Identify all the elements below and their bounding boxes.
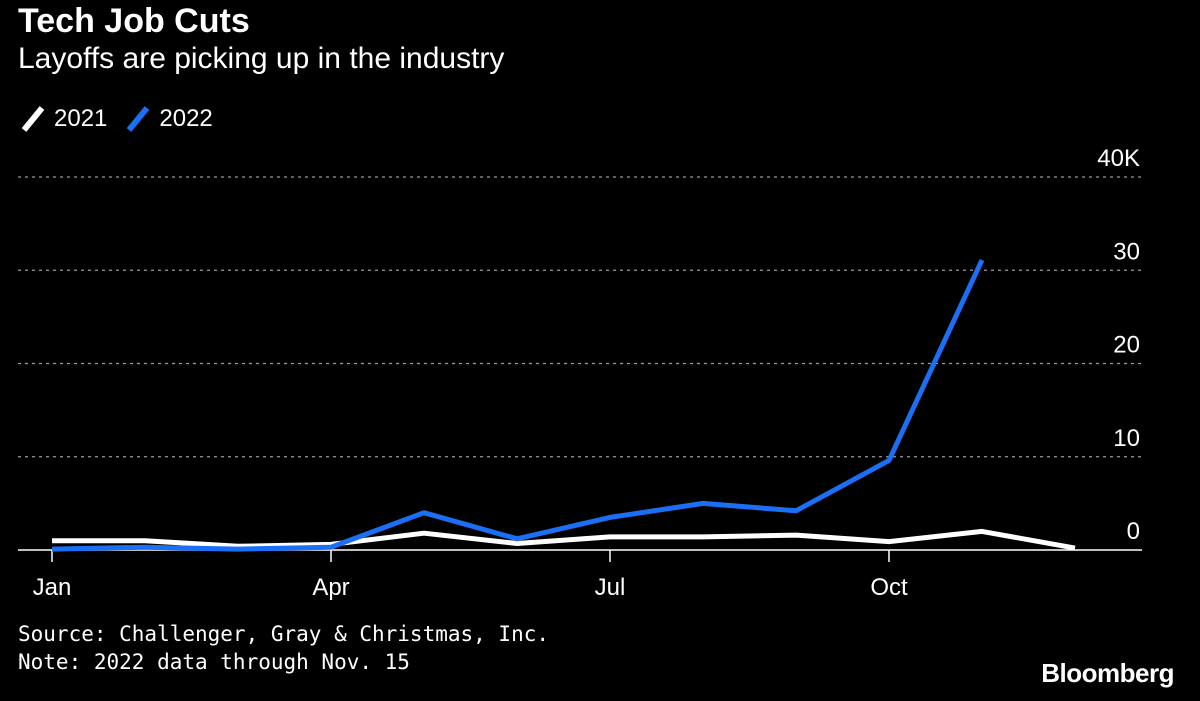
- y-tick-label: 0: [1127, 518, 1140, 545]
- series-line-2021: [52, 528, 1076, 551]
- grid-lines: [18, 176, 1142, 551]
- chart-subtitle: Layoffs are picking up in the industry: [18, 42, 505, 75]
- data-note: Note: 2022 data through Nov. 15: [18, 650, 410, 674]
- bloomberg-logo: Bloomberg: [1041, 658, 1174, 688]
- y-tick-label: 20: [1113, 332, 1140, 359]
- x-tick-label: Jan: [33, 574, 72, 601]
- y-tick-label: 40K: [1097, 145, 1140, 172]
- legend-label-2021: 2021: [54, 105, 108, 132]
- x-tick-label: Apr: [312, 574, 349, 601]
- legend-item-2022: 2022: [123, 104, 213, 134]
- y-tick-label: 30: [1113, 238, 1140, 265]
- series-lines: [51, 258, 1076, 552]
- chart-title: Tech Job Cuts: [18, 2, 250, 40]
- y-axis-ticks: 40K 30 20 10 0: [1097, 145, 1140, 545]
- x-tick-label: Jul: [595, 574, 626, 601]
- series-line-2022: [51, 258, 985, 552]
- legend-label-2022: 2022: [159, 105, 213, 132]
- legend-item-2021: 2021: [18, 104, 107, 134]
- x-axis-ticks: Jan Apr Jul Oct: [33, 550, 908, 601]
- legend-swatch-2021-icon: [21, 106, 45, 132]
- legend: 2021 2022: [18, 102, 229, 136]
- y-tick-label: 10: [1113, 425, 1140, 452]
- legend-swatch-2022-icon: [127, 106, 150, 132]
- x-tick-label: Oct: [870, 574, 908, 601]
- source-note: Source: Challenger, Gray & Christmas, In…: [18, 622, 550, 646]
